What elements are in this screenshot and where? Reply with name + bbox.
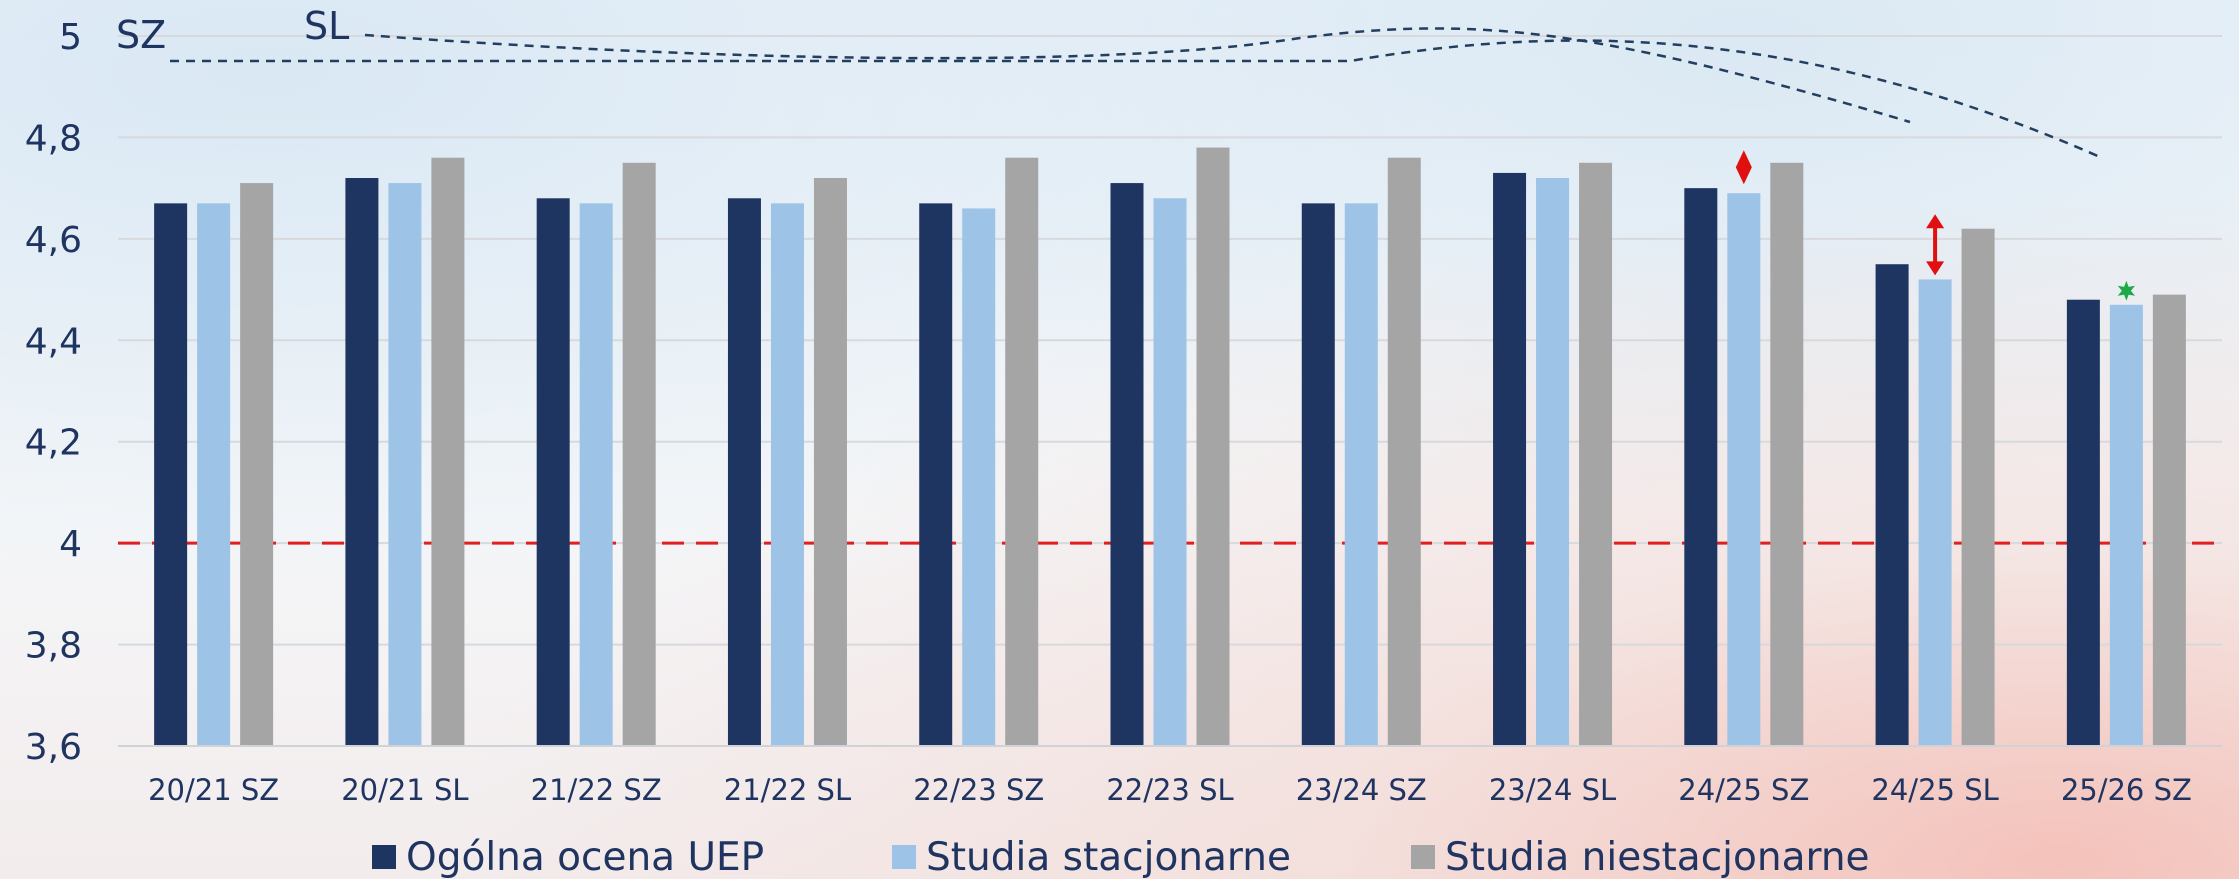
trend-annotations: SZ SL [116, 4, 2101, 159]
bar [197, 203, 231, 746]
x-tick-label: 21/22 SZ [531, 773, 662, 807]
x-tick-label: 22/23 SZ [913, 773, 1044, 807]
bar [1770, 162, 1804, 747]
bar [1196, 147, 1230, 747]
y-tick-label: 3,6 [25, 727, 82, 768]
legend-label: Ogólna ocena UEP [406, 835, 764, 879]
y-tick-label: 5 [59, 17, 82, 58]
bar [2109, 304, 2143, 746]
bar [1727, 193, 1761, 746]
star-marker [2117, 280, 2135, 301]
trend-label-sz: SZ [116, 13, 166, 57]
bar [1493, 172, 1527, 746]
bar [1153, 198, 1187, 747]
bar [1918, 279, 1952, 746]
legend: Ogólna ocena UEP Studia stacjonarne Studia… [372, 835, 1870, 879]
bar [579, 203, 613, 746]
bar [770, 203, 804, 746]
x-tick-label: 20/21 SL [341, 773, 468, 807]
y-tick-label: 4,4 [25, 321, 82, 362]
bar [1875, 264, 1909, 746]
bar [962, 208, 996, 746]
bar [1110, 183, 1144, 747]
trend-label-sl: SL [304, 4, 349, 48]
y-tick-label: 4,2 [25, 423, 82, 464]
bar [388, 183, 422, 747]
bar [1579, 162, 1613, 747]
bar [345, 178, 379, 746]
legend-label: Studia niestacjonarne [1445, 835, 1870, 879]
bar [2152, 294, 2186, 746]
bar [1005, 157, 1039, 746]
y-tick-label: 4,8 [25, 118, 82, 159]
x-tick-label: 25/26 SZ [2061, 773, 2192, 807]
markers [1735, 150, 2135, 301]
bar [1344, 203, 1378, 746]
legend-swatch [372, 845, 396, 869]
trend-curve-sl [364, 27, 1911, 124]
arrow-head-down [1926, 261, 1945, 276]
bar [240, 183, 274, 747]
y-tick-label: 4 [59, 524, 82, 565]
bars [154, 147, 2186, 747]
x-tick-label: 24/25 SZ [1678, 773, 1809, 807]
x-tick-label: 23/24 SL [1489, 773, 1616, 807]
bar [919, 203, 953, 746]
y-axis: 3,6 3,8 4 4,2 4,4 4,6 4,8 5 [25, 17, 82, 768]
bar [1301, 203, 1335, 746]
bar [2066, 299, 2100, 746]
bar [431, 157, 465, 746]
x-tick-label: 23/24 SZ [1296, 773, 1427, 807]
y-tick-label: 3,8 [25, 626, 82, 667]
bar [154, 203, 188, 746]
bar [622, 162, 656, 747]
x-tick-label: 24/25 SL [1871, 773, 1998, 807]
bar [1387, 157, 1421, 746]
y-tick-label: 4,6 [25, 220, 82, 261]
x-axis: 20/21 SZ 20/21 SL 21/22 SZ 21/22 SL 22/23 SZ… [118, 745, 2222, 807]
legend-swatch [892, 845, 916, 869]
legend-label: Studia stacjonarne [926, 835, 1291, 879]
bar [1536, 178, 1570, 746]
bar [813, 178, 847, 746]
x-tick-label: 22/23 SL [1106, 773, 1233, 807]
diamond-marker [1735, 150, 1752, 185]
x-tick-label: 21/22 SL [724, 773, 851, 807]
arrow-head-up [1926, 214, 1945, 229]
x-tick-label: 20/21 SZ [148, 773, 279, 807]
bar [1684, 188, 1718, 747]
legend-swatch [1411, 845, 1435, 869]
bar [1961, 228, 1995, 746]
bar [536, 198, 570, 747]
trend-curve-sz [170, 39, 2101, 159]
bar [727, 198, 761, 747]
